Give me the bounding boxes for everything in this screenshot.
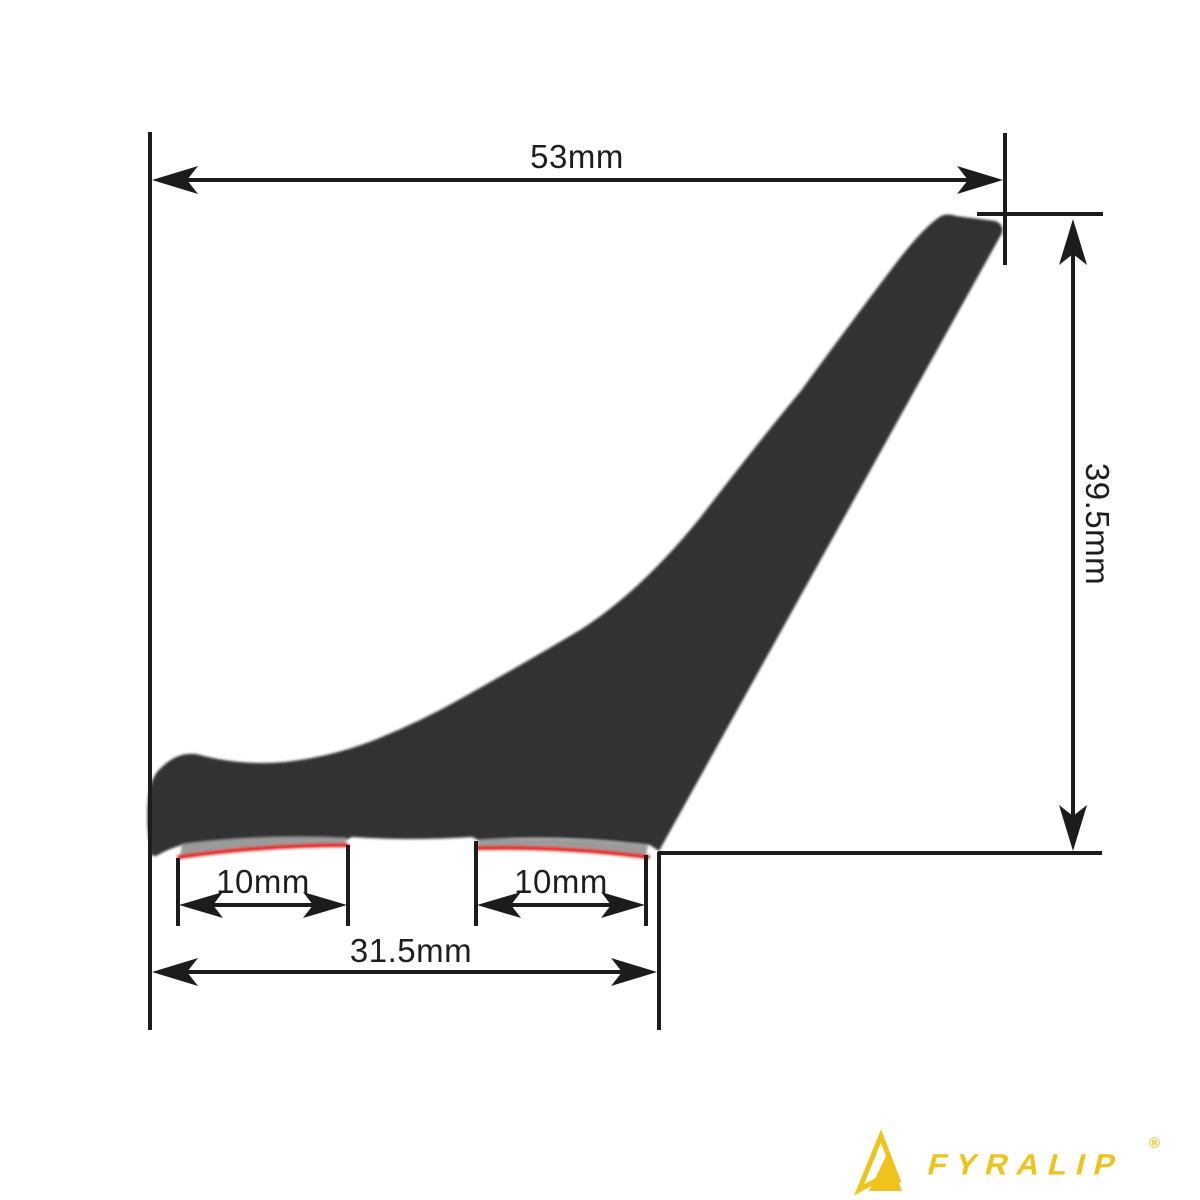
arrow-53-left	[152, 166, 198, 194]
dim-label-height: 39.5mm	[1079, 462, 1116, 586]
arrow-315-left	[152, 958, 198, 986]
adhesive-red-left	[177, 843, 349, 859]
arrow-10L-right	[303, 892, 347, 918]
profile-shape	[147, 214, 1003, 856]
logo-wordmark: FYRALIP	[924, 1147, 1129, 1182]
arrow-395-down	[1059, 805, 1087, 851]
arrow-10L-left	[179, 892, 223, 918]
registered-trademark-icon: ®	[1149, 1135, 1161, 1152]
tape-right	[477, 838, 648, 856]
dim-label-base-width: 31.5mm	[349, 932, 473, 969]
arrow-395-up	[1059, 219, 1087, 265]
arrow-315-right	[611, 958, 657, 986]
arrowheads-group	[152, 166, 1087, 986]
arrow-10R-right	[601, 892, 645, 918]
arrow-10R-left	[477, 892, 521, 918]
dim-label-tape-left: 10mm	[216, 863, 310, 900]
adhesive-red-right	[475, 845, 650, 859]
lip-profile-group	[147, 214, 1003, 859]
dim-label-top-width: 53mm	[530, 138, 624, 175]
logo-triangle-inner	[869, 1154, 902, 1191]
logo-triangle-outline	[854, 1129, 902, 1196]
logo-triangle-icon	[854, 1129, 902, 1196]
arrow-53-right	[957, 166, 1003, 194]
dim-label-tape-right: 10mm	[514, 863, 608, 900]
